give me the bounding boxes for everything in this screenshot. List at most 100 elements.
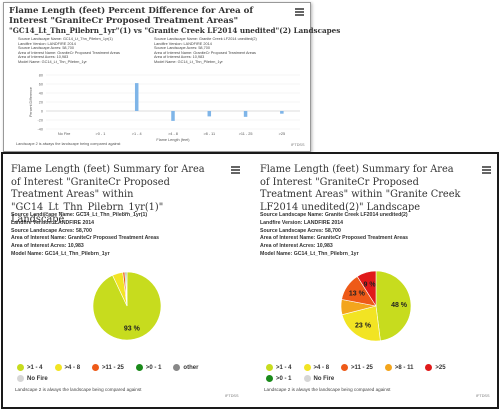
legend-item[interactable]: >25 xyxy=(425,364,446,371)
chart-menu-icon[interactable] xyxy=(231,166,240,174)
y-axis-label: Percent Difference xyxy=(29,87,33,117)
chart-menu-icon[interactable] xyxy=(482,166,491,174)
legend-item[interactable]: >11 - 25 xyxy=(92,364,124,371)
legend-row: No Fire xyxy=(17,373,198,384)
legend-label: >1 - 4 xyxy=(27,364,43,371)
meta-line: Landfire Version: LANDFIRE 2014 xyxy=(154,41,212,46)
legend-swatch-icon xyxy=(266,375,273,382)
legend-label: >11 - 25 xyxy=(102,364,124,371)
legend-item[interactable]: >8 - 11 xyxy=(384,364,414,371)
landscape-2-pie: 48 % 23 % 13 % 9 % xyxy=(340,270,412,342)
landscape-1-pie: 93 % xyxy=(92,271,162,341)
x-tick-label: >1 - 4 xyxy=(132,132,142,136)
y-tick-label: 0 xyxy=(41,109,43,113)
meta-line: Area of Interest Name: GraniteCr Propose… xyxy=(11,235,159,242)
footnote: Landscape 2 is always the landscape bein… xyxy=(16,142,121,146)
meta-line: Area of Interest Name: GraniteCr Propose… xyxy=(18,50,120,55)
landscape-2-pie-title: Flame Length (feet) Summary for Area of … xyxy=(260,164,461,213)
legend-label: >8 - 11 xyxy=(394,364,414,371)
landscape-1-pie-metadata: Source Landscape Name: GC14_Lt_Thn_Pileb… xyxy=(11,212,159,259)
legend-swatch-icon xyxy=(425,364,433,371)
legend-swatch-icon xyxy=(135,364,143,371)
meta-line: Area of Interest Name: GraniteCr Propose… xyxy=(260,235,408,242)
landscape-1-pie-title: Flame Length (feet) Summary for Area of … xyxy=(11,164,205,225)
legend-item[interactable]: other xyxy=(173,364,198,371)
credit-label: IFTDSS xyxy=(476,394,490,398)
meta-line: Landfire Version: LANDFIRE 2014 xyxy=(18,41,76,46)
y-tick-label: -20 xyxy=(38,118,44,122)
legend-swatch-icon xyxy=(341,364,349,371)
landscape-2-metadata: Source Landscape Name: Granite Creek LF2… xyxy=(154,37,257,65)
legend-swatch-icon xyxy=(173,364,181,371)
percent-difference-title: Flame Length (feet) Percent Difference f… xyxy=(9,6,254,26)
legend-label: >25 xyxy=(435,364,446,371)
legend-row: >1 - 4 >4 - 8 >11 - 25 >8 - 11 >25 xyxy=(266,362,446,373)
meta-line: Model Name: GC14_Lt_Thn_Pilebrn_1yr xyxy=(11,250,110,257)
legend-label: No Fire xyxy=(313,375,335,382)
bar[interactable] xyxy=(207,111,212,117)
bar[interactable] xyxy=(243,111,248,117)
y-tick-label: 40 xyxy=(39,91,43,95)
bar[interactable] xyxy=(134,83,139,111)
legend-item[interactable]: >11 - 25 xyxy=(341,364,373,371)
legend-swatch-icon xyxy=(266,364,273,371)
pie-slice-label: 93 % xyxy=(124,325,141,332)
bar[interactable] xyxy=(280,111,284,114)
meta-line: Landfire Version: LANDFIRE 2014 xyxy=(260,219,344,226)
x-tick-label: >11 - 25 xyxy=(239,132,253,136)
legend-label: >4 - 8 xyxy=(64,364,81,371)
legend-item[interactable]: >0 - 1 xyxy=(266,375,292,382)
percent-difference-subtitle: "GC14_Lt_Thn_Pilebrn_1yr"(1) vs "Granite… xyxy=(9,26,341,35)
meta-line: Area of Interest Name: GraniteCr Propose… xyxy=(154,50,256,55)
legend-item[interactable]: No Fire xyxy=(303,375,335,382)
legend-label: No Fire xyxy=(27,375,48,382)
legend-row: >0 - 1 No Fire xyxy=(266,373,446,384)
x-tick-label: >25 xyxy=(279,132,285,136)
meta-line: Model Name: GC14_Lt_Thn_Pilebrn_1yr xyxy=(154,59,223,64)
y-tick-label: 60 xyxy=(39,82,43,86)
pie-slice[interactable] xyxy=(375,270,412,342)
pie-slice[interactable] xyxy=(341,305,381,342)
legend-swatch-icon xyxy=(303,375,311,382)
landscape-2-pie-metadata: Source Landscape Name: Granite Creek LF2… xyxy=(260,212,408,259)
legend-label: >11 - 25 xyxy=(351,364,373,371)
legend-item[interactable]: >0 - 1 xyxy=(135,364,162,371)
legend-swatch-icon xyxy=(92,364,100,371)
pie-slice-label: 23 % xyxy=(355,323,372,330)
pie-slice[interactable] xyxy=(125,271,128,307)
meta-line: Model Name: GC14_Lt_Thn_Pilebrn_1yr xyxy=(18,59,87,64)
x-tick-label: >0 - 1 xyxy=(96,132,106,136)
legend-label: >4 - 8 xyxy=(313,364,330,371)
y-tick-label: 80 xyxy=(39,73,43,77)
meta-line: Area of Interest Acres: 10,983 xyxy=(154,55,205,60)
credit-label: IFTDSS xyxy=(225,394,239,398)
legend-label: >1 - 4 xyxy=(276,364,292,371)
chart-menu-icon[interactable] xyxy=(295,8,304,16)
meta-line: Area of Interest Acres: 10,983 xyxy=(11,243,84,250)
summary-pie-panel: Flame Length (feet) Summary for Area of … xyxy=(1,152,499,409)
landscape-1-metadata: Source Landscape Name: GC14_Lt_Thn_Pileb… xyxy=(18,37,120,65)
legend-swatch-icon xyxy=(17,375,24,382)
footnote: Landscape 2 is always the landscape bein… xyxy=(264,387,391,392)
meta-line: Source Landscape Acres: 58,700 xyxy=(260,227,341,234)
legend-label: other xyxy=(183,364,199,371)
credit-label: IFTDSS xyxy=(291,143,305,147)
legend-label: >0 - 1 xyxy=(145,364,162,371)
x-axis-label: Flame Length (feet) xyxy=(156,138,190,142)
footnote: Landscape 2 is always the landscape bein… xyxy=(15,387,142,392)
legend-item[interactable]: No Fire xyxy=(17,375,48,382)
legend-item[interactable]: >4 - 8 xyxy=(303,364,330,371)
pie-slice[interactable] xyxy=(356,270,377,308)
legend-item[interactable]: >1 - 4 xyxy=(17,364,43,371)
bar[interactable] xyxy=(171,111,175,121)
legend-item[interactable]: >4 - 8 xyxy=(54,364,81,371)
meta-line: Landfire Version: LANDFIRE 2014 xyxy=(11,219,95,226)
legend-item[interactable]: >1 - 4 xyxy=(266,364,292,371)
landscape-1-legend: >1 - 4 >4 - 8 >11 - 25 >0 - 1 other No Fire xyxy=(17,362,198,384)
x-tick-label: >8 - 11 xyxy=(203,132,215,136)
meta-line: Source Landscape Name: GC14_Lt_Thn_Pileb… xyxy=(18,37,113,41)
y-tick-label: 20 xyxy=(39,100,43,104)
meta-line: Area of Interest Acres: 10,983 xyxy=(260,243,333,250)
legend-swatch-icon xyxy=(303,364,311,371)
legend-swatch-icon xyxy=(54,364,62,371)
